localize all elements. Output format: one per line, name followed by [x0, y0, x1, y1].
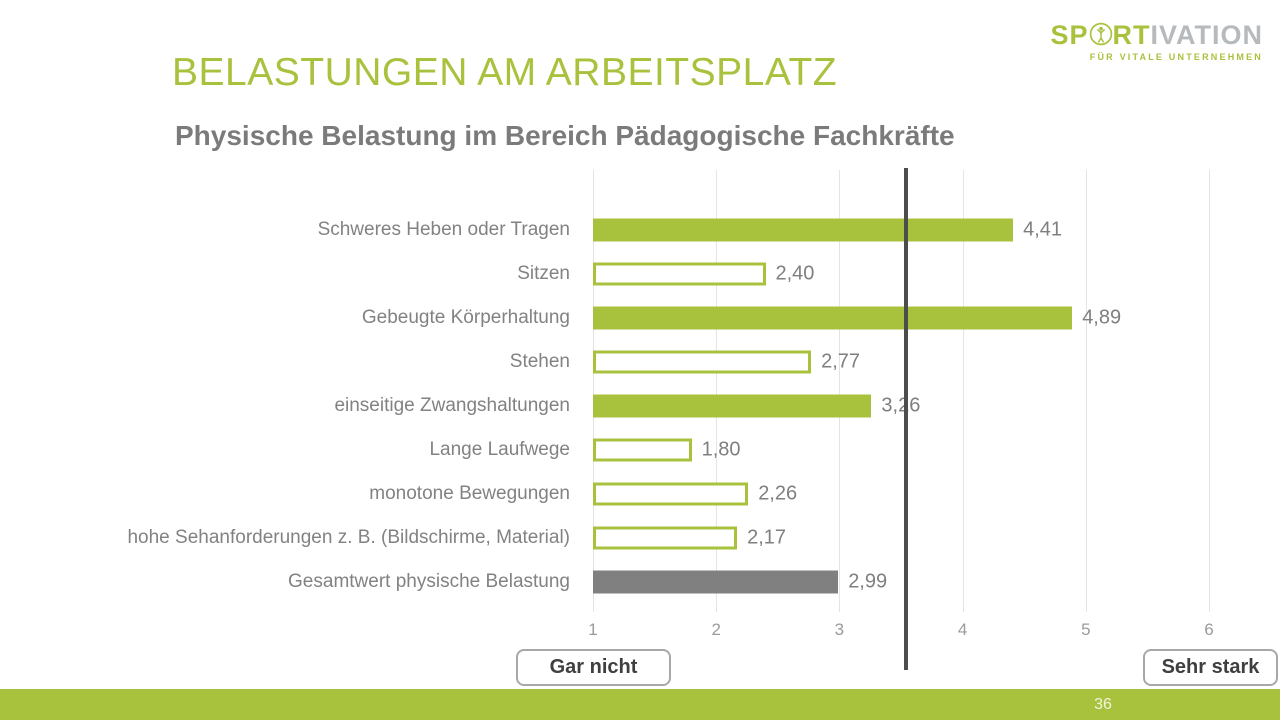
bar-outline — [593, 526, 738, 550]
scale-min-label: Gar nicht — [549, 656, 638, 678]
category-label: Schweres Heben oder Tragen — [317, 219, 570, 240]
chart-row: Schweres Heben oder Tragen 4,41 — [0, 208, 1280, 252]
logo-text-ivation: IVATION — [1150, 20, 1263, 50]
value-label: 2,77 — [821, 350, 861, 373]
x-tick-label: 1 — [588, 620, 598, 639]
gridline — [1085, 170, 1087, 612]
chart-row: Gesamtwert physische Belastung 2,99 — [0, 560, 1280, 604]
value-label: 2,40 — [775, 262, 815, 285]
category-label: Gebeugte Körperhaltung — [361, 307, 570, 328]
bar-filled — [593, 218, 1014, 242]
value-label: 2,17 — [747, 526, 787, 549]
category-label: Gesamtwert physische Belastung — [288, 571, 570, 592]
chart-row: einseitige Zwangshaltungen 3,26 — [0, 384, 1280, 428]
value-label: 2,99 — [848, 570, 888, 593]
logo-tagline: FÜR VITALE UNTERNEHMEN — [1089, 52, 1263, 62]
x-tick-label: 5 — [1081, 620, 1091, 639]
bar-outline — [593, 350, 812, 374]
chart-row: Lange Laufwege 1,80 — [0, 428, 1280, 472]
value-label: 4,89 — [1082, 306, 1122, 329]
chart-row: monotone Bewegungen 2,26 — [0, 472, 1280, 516]
chart-row: Gebeugte Körperhaltung 4,89 — [0, 296, 1280, 340]
gridline — [962, 170, 964, 612]
chart-row: hohe Sehanforderungen z. B. (Bildschirme… — [0, 516, 1280, 560]
slide-title: BELASTUNGEN AM ARBEITSPLATZ — [172, 51, 838, 94]
x-tick-label: 4 — [957, 620, 968, 639]
bar-outline — [593, 482, 749, 506]
category-label: monotone Bewegungen — [369, 483, 570, 504]
value-label: 1,80 — [701, 438, 741, 461]
chart-row: Stehen 2,77 — [0, 340, 1280, 384]
gridline — [1209, 170, 1210, 612]
x-tick-label: 2 — [711, 620, 721, 639]
scale-max-box: Sehr stark — [1143, 649, 1278, 686]
value-label: 3,26 — [881, 394, 921, 417]
bar-gray — [593, 570, 839, 594]
bar-outline — [593, 262, 766, 286]
bar-filled — [593, 306, 1073, 330]
chart-title: Physische Belastung im Bereich Pädagogis… — [175, 120, 955, 151]
category-label: einseitige Zwangshaltungen — [334, 395, 570, 416]
gridline — [593, 170, 594, 612]
reference-line — [903, 168, 908, 670]
scale-max-label: Sehr stark — [1161, 656, 1260, 678]
category-label: Lange Laufwege — [429, 439, 570, 460]
footer-accent-bar — [0, 689, 1280, 720]
bar-filled — [593, 394, 872, 418]
category-label: hohe Sehanforderungen z. B. (Bildschirme… — [127, 527, 570, 548]
value-label: 4,41 — [1023, 218, 1063, 241]
category-label: Sitzen — [517, 263, 570, 284]
bar-outline — [593, 438, 692, 462]
value-label: 2,26 — [758, 482, 798, 505]
category-label: Stehen — [509, 351, 570, 372]
gridline — [716, 170, 718, 612]
x-tick-label: 3 — [834, 620, 845, 639]
chart-rows: Schweres Heben oder Tragen 4,41 Sitzen 2,40… — [0, 170, 1280, 612]
chart-row: Sitzen 2,40 — [0, 252, 1280, 296]
logo-athlete-in-circle-icon — [1089, 22, 1113, 46]
logo-wordmark: SP RTIVATION — [1050, 22, 1263, 49]
logo-text-sp: SP — [1050, 20, 1089, 50]
logo-text-rt: RT — [1112, 20, 1151, 50]
gridline — [839, 170, 841, 612]
x-tick-label: 6 — [1204, 620, 1214, 639]
page-number: 36 — [1094, 696, 1112, 713]
scale-min-box: Gar nicht — [516, 649, 671, 686]
sportivation-logo: SP RTIVATION FÜR VITALE UNTERNEHMEN — [1050, 22, 1263, 63]
